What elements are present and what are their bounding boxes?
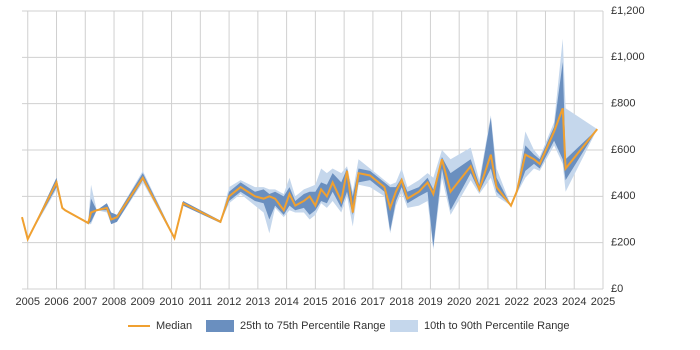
y-tick-label: £200 — [611, 237, 635, 249]
x-tick-label: 2016 — [332, 296, 356, 308]
legend-swatch — [390, 320, 418, 332]
x-tick-label: 2008 — [102, 296, 126, 308]
x-tick-label: 2025 — [591, 296, 615, 308]
x-tick-label: 2015 — [303, 296, 327, 308]
x-tick-label: 2007 — [73, 296, 97, 308]
x-tick-label: 2006 — [44, 296, 68, 308]
x-tick-label: 2012 — [217, 296, 241, 308]
x-tick-label: 2023 — [533, 296, 557, 308]
x-tick-label: 2011 — [188, 296, 212, 308]
x-tick-label: 2020 — [447, 296, 471, 308]
x-tick-label: 2024 — [562, 296, 586, 308]
x-tick-label: 2005 — [16, 296, 40, 308]
x-tick-label: 2018 — [389, 296, 413, 308]
y-tick-label: £0 — [611, 283, 623, 295]
y-tick-label: £800 — [611, 98, 635, 110]
percentile-band — [22, 61, 598, 248]
x-tick-label: 2022 — [504, 296, 528, 308]
legend-label: 25th to 75th Percentile Range — [240, 320, 386, 332]
legend-label: 10th to 90th Percentile Range — [424, 320, 570, 332]
x-tick-label: 2021 — [476, 296, 500, 308]
x-tick-label: 2010 — [159, 296, 183, 308]
y-tick-label: £600 — [611, 144, 635, 156]
y-tick-label: £400 — [611, 190, 635, 202]
legend-swatch — [206, 320, 234, 332]
x-tick-label: 2013 — [246, 296, 270, 308]
x-tick-label: 2009 — [131, 296, 155, 308]
y-tick-label: £1,000 — [611, 51, 645, 63]
percentile-band — [22, 38, 598, 250]
legend-label: Median — [156, 320, 192, 332]
median-line — [21, 107, 599, 242]
y-tick-label: £1,200 — [611, 5, 645, 17]
x-tick-label: 2019 — [418, 296, 442, 308]
x-tick-label: 2017 — [361, 296, 385, 308]
x-tick-label: 2014 — [274, 296, 298, 308]
